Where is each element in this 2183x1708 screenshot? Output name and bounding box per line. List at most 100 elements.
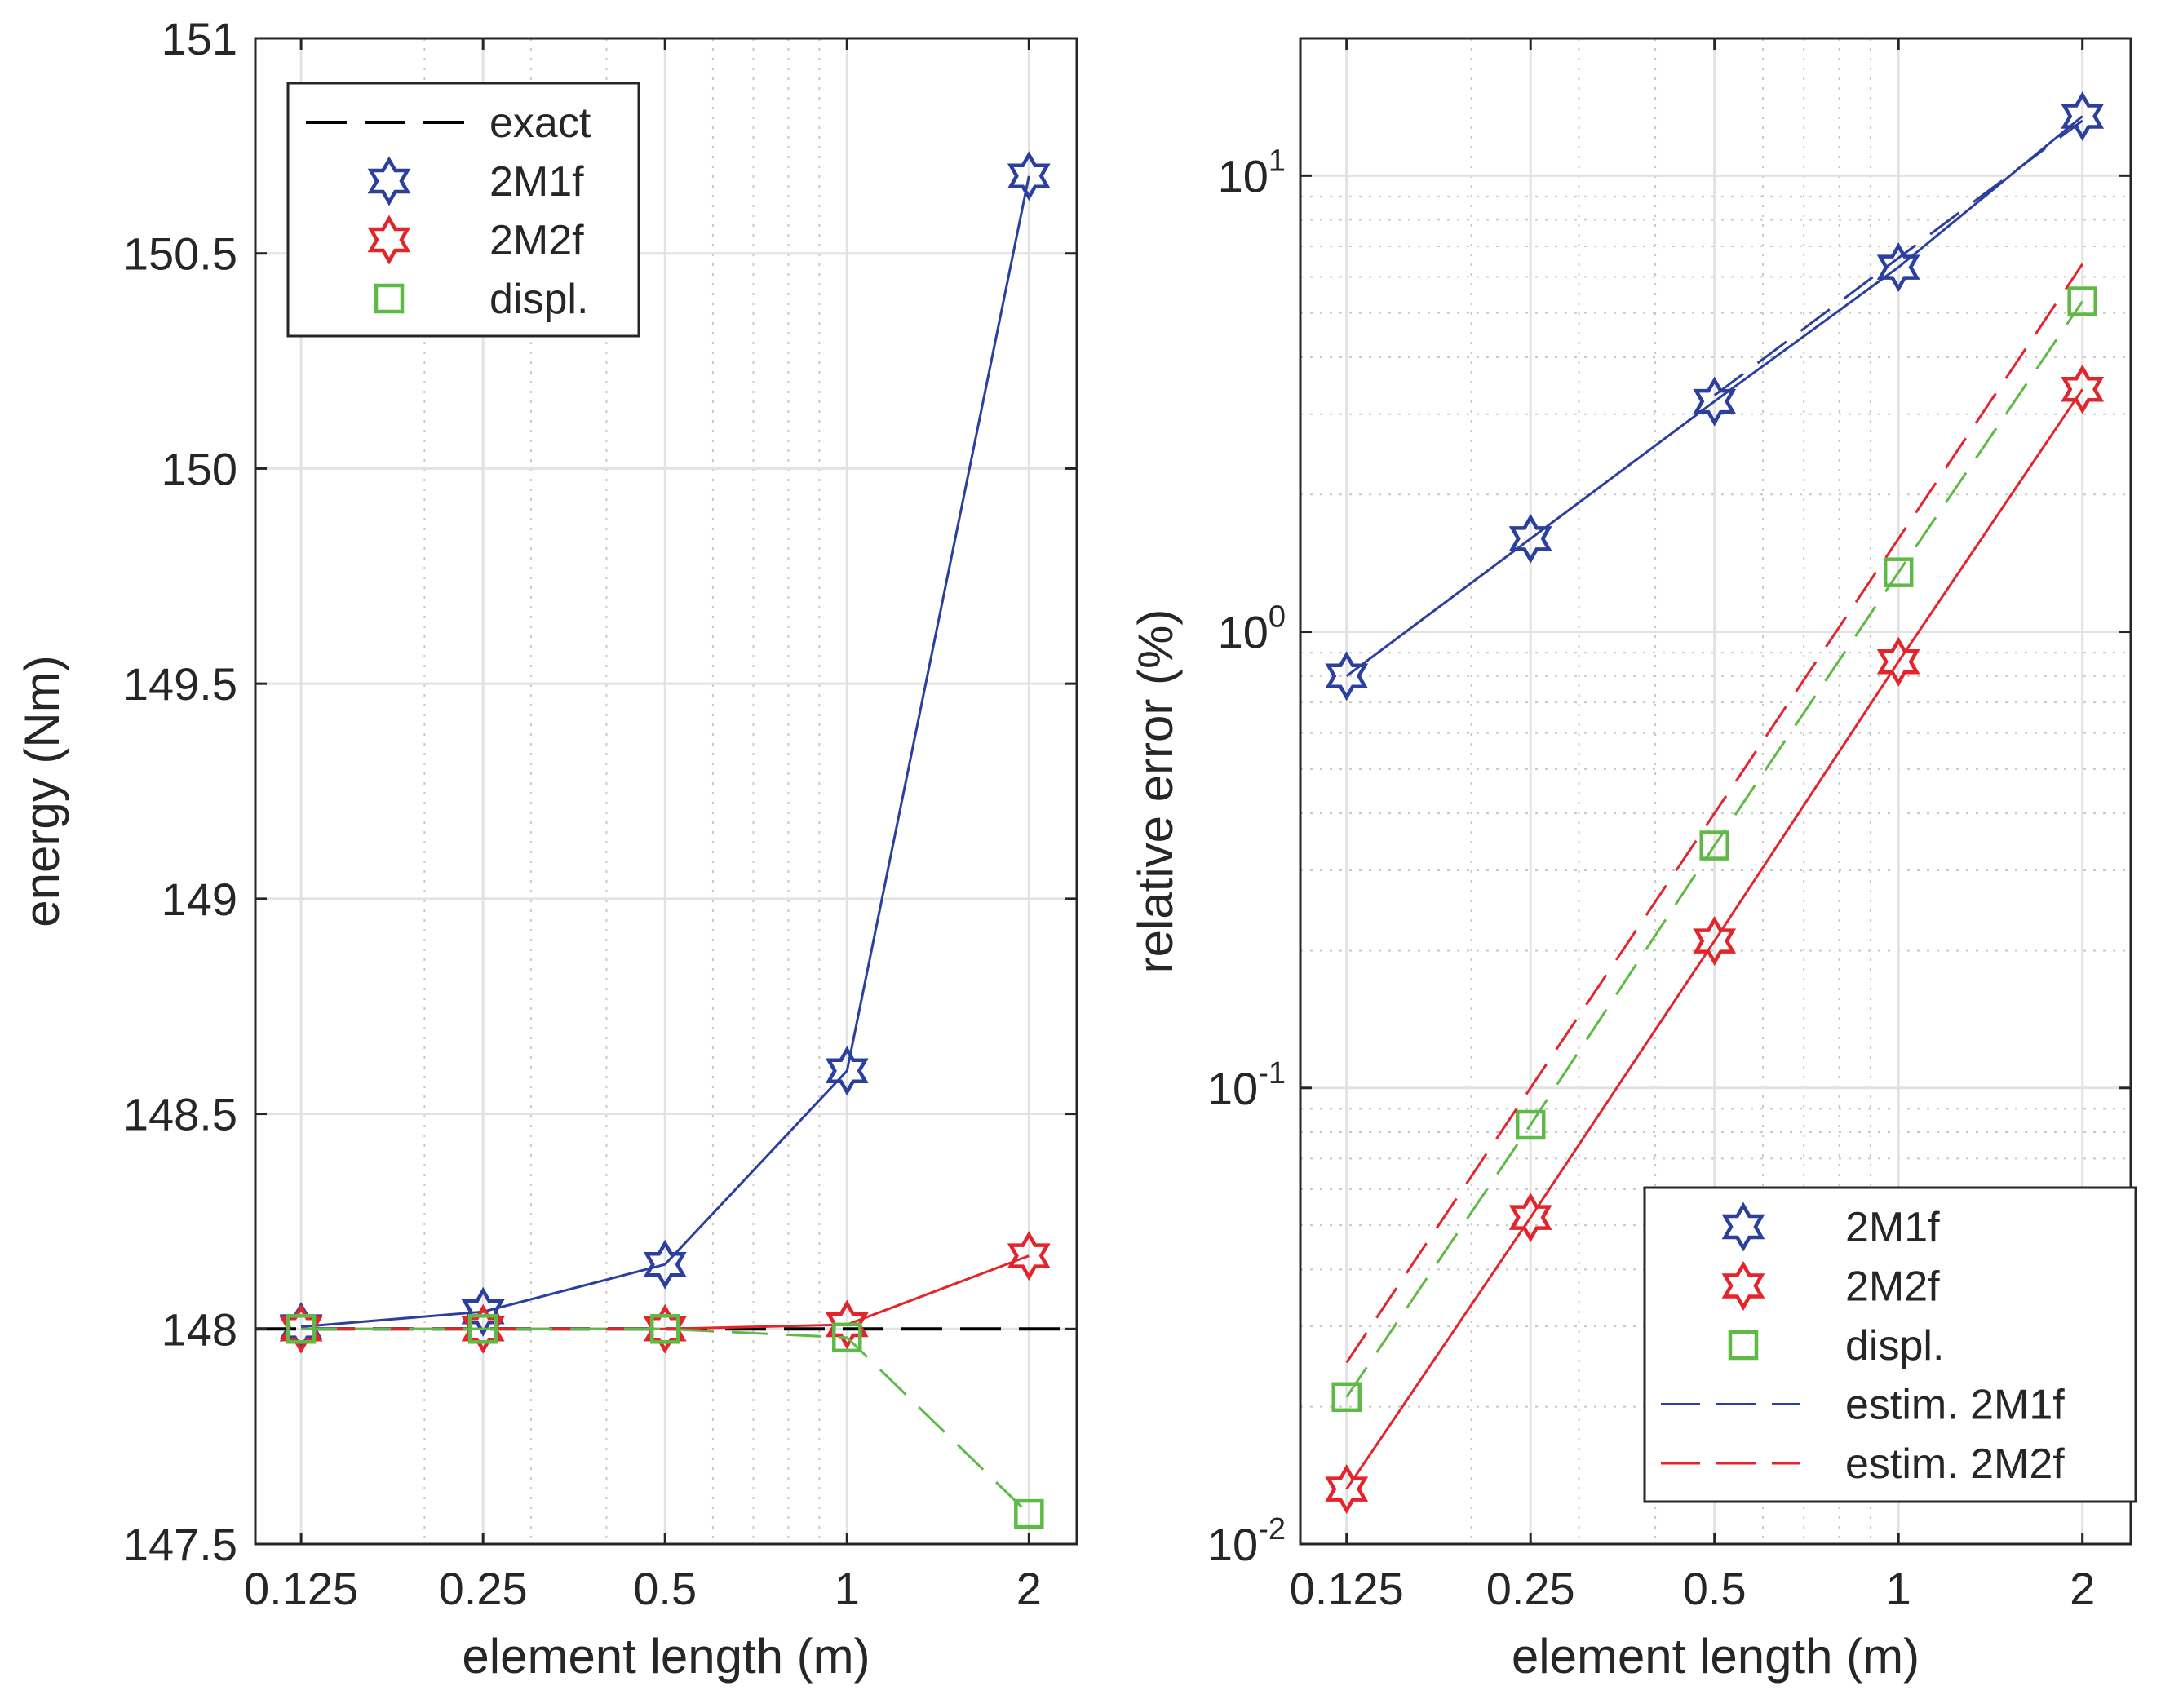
legend-item-displ: displ. <box>374 276 588 323</box>
legend-item-estim-2m2f: estim. 2M2f <box>1661 1440 2065 1488</box>
data-point-displ <box>467 1314 498 1344</box>
x-tick-label: 0.125 <box>244 1563 358 1614</box>
legend-label-2m2f: 2M2f <box>489 217 584 264</box>
data-point-2m1f <box>2061 91 2105 142</box>
y-tick-exponent: -2 <box>1258 1512 1286 1546</box>
data-point-displ <box>1014 1498 1044 1529</box>
data-point-displ <box>1331 1382 1362 1413</box>
legend: 2M1f 2M2f displ. estim. 2M1f estim. 2M2f <box>1643 1186 2137 1503</box>
y-tick-base: 10 <box>1218 150 1269 201</box>
legend-marker-2m2f <box>367 215 411 265</box>
series-group <box>255 151 1077 1529</box>
legend-label-displ: displ. <box>1845 1322 1944 1369</box>
legend-label-estim-2m1f: estim. 2M1f <box>1845 1382 2065 1429</box>
legend-item-2m2f: 2M2f <box>367 215 584 265</box>
chart-1: 0.125 0.25 0.5 1 2 147.5 148 148.5 149 149.5 150 15… <box>15 13 1078 1684</box>
legend-label-2m1f: 2M1f <box>489 158 584 206</box>
legend: exact 2M1f 2M2f displ. <box>286 82 640 338</box>
y-tick-label: 100 <box>1218 600 1286 658</box>
data-point-2m1f <box>1508 513 1552 564</box>
y-tick-label: 148.5 <box>123 1089 237 1140</box>
legend-label-estim-2m2f: estim. 2M2f <box>1845 1440 2065 1488</box>
series-group <box>1325 91 2105 1515</box>
data-point-2m2f <box>2061 364 2105 414</box>
data-point-displ <box>1883 557 1914 587</box>
series-line-2m1f <box>300 175 1030 1329</box>
x-axis-label: element length (m) <box>462 1629 870 1684</box>
data-point-2m2f <box>1876 636 1920 687</box>
legend-box <box>1643 1186 2137 1503</box>
data-point-2m1f <box>825 1046 869 1096</box>
data-point-displ <box>1515 1109 1546 1140</box>
y-tick-label: 149 <box>162 874 237 925</box>
y-tick-base: 10 <box>1207 1519 1258 1570</box>
series-line-2m1f <box>1345 115 2083 678</box>
ticks <box>255 37 1077 1546</box>
data-point-2m1f <box>1007 151 1051 201</box>
legend-item-2m1f: 2M1f <box>367 156 584 206</box>
legend-item-2m1f: 2M1f <box>1721 1201 1940 1252</box>
x-tick-label: 2 <box>2070 1563 2095 1614</box>
x-tick-label: 1 <box>1886 1563 1911 1614</box>
series-line-displ <box>1345 300 2083 1398</box>
data-point-2m2f <box>1508 1193 1552 1243</box>
y-tick-label: 147.5 <box>123 1519 237 1570</box>
data-point-2m2f <box>279 1303 323 1354</box>
x-tick-label: 0.25 <box>1486 1563 1575 1614</box>
y-tick-exponent: 0 <box>1269 600 1286 635</box>
data-point-2m1f <box>1693 376 1737 427</box>
data-point-2m2f <box>1693 916 1737 967</box>
y-axis-label: relative error (%) <box>1128 609 1183 974</box>
y-tick-base: 10 <box>1218 607 1269 658</box>
series-line-estim-2m1f <box>1713 119 2083 396</box>
legend-label-exact: exact <box>489 100 591 147</box>
x-tick-label: 1 <box>835 1563 860 1614</box>
series-line-displ <box>301 1327 1030 1516</box>
data-point-2m1f <box>461 1286 505 1337</box>
legend-marker-displ <box>374 283 405 314</box>
y-tick-label: 150.5 <box>123 228 237 280</box>
y-tick-label: 149.5 <box>123 658 237 710</box>
y-tick-label: 10-1 <box>1207 1056 1286 1114</box>
x-tick-label: 0.25 <box>439 1563 528 1614</box>
data-point-displ <box>649 1314 680 1344</box>
x-tick-label: 0.125 <box>1290 1563 1404 1614</box>
y-tick-base: 10 <box>1207 1063 1258 1114</box>
legend-box <box>286 82 640 338</box>
data-point-2m2f <box>825 1299 869 1350</box>
legend-label-2m2f: 2M2f <box>1845 1263 1940 1311</box>
legend-marker-2m1f <box>367 156 411 206</box>
x-tick-label: 0.5 <box>1683 1563 1747 1614</box>
data-point-displ <box>286 1314 317 1344</box>
legend-item-displ: displ. <box>1728 1322 1944 1369</box>
data-point-2m2f <box>1007 1231 1051 1281</box>
data-point-displ <box>1699 830 1729 861</box>
data-point-2m2f <box>643 1303 687 1354</box>
ticks <box>1300 38 2131 1546</box>
data-point-displ <box>832 1322 862 1353</box>
legend-item-2m2f: 2M2f <box>1721 1260 1940 1312</box>
y-tick-label: 148 <box>162 1303 237 1355</box>
y-tick-label: 151 <box>162 13 237 64</box>
y-tick-exponent: -1 <box>1258 1056 1286 1091</box>
data-point-2m2f <box>1325 1464 1369 1515</box>
legend-item-exact: exact <box>306 100 591 147</box>
y-tick-label: 10-2 <box>1207 1512 1286 1570</box>
series-line-2m2f <box>1345 388 2083 1490</box>
x-axis-label: element length (m) <box>1512 1629 1920 1684</box>
legend-label-displ: displ. <box>489 276 588 323</box>
series-line-estim-2m2f <box>1345 263 2083 1364</box>
y-axis-label: energy (Nm) <box>15 655 69 927</box>
x-tick-label: 0.5 <box>633 1563 697 1614</box>
y-tick-exponent: 1 <box>1269 144 1286 178</box>
data-point-displ <box>2067 286 2097 316</box>
data-point-2m1f <box>1876 242 1920 293</box>
legend-marker-displ <box>1728 1330 1759 1361</box>
data-point-2m2f <box>461 1303 505 1354</box>
legend-label-2m1f: 2M1f <box>1845 1204 1940 1251</box>
data-point-2m1f <box>1325 651 1369 701</box>
data-point-2m1f <box>643 1239 687 1290</box>
